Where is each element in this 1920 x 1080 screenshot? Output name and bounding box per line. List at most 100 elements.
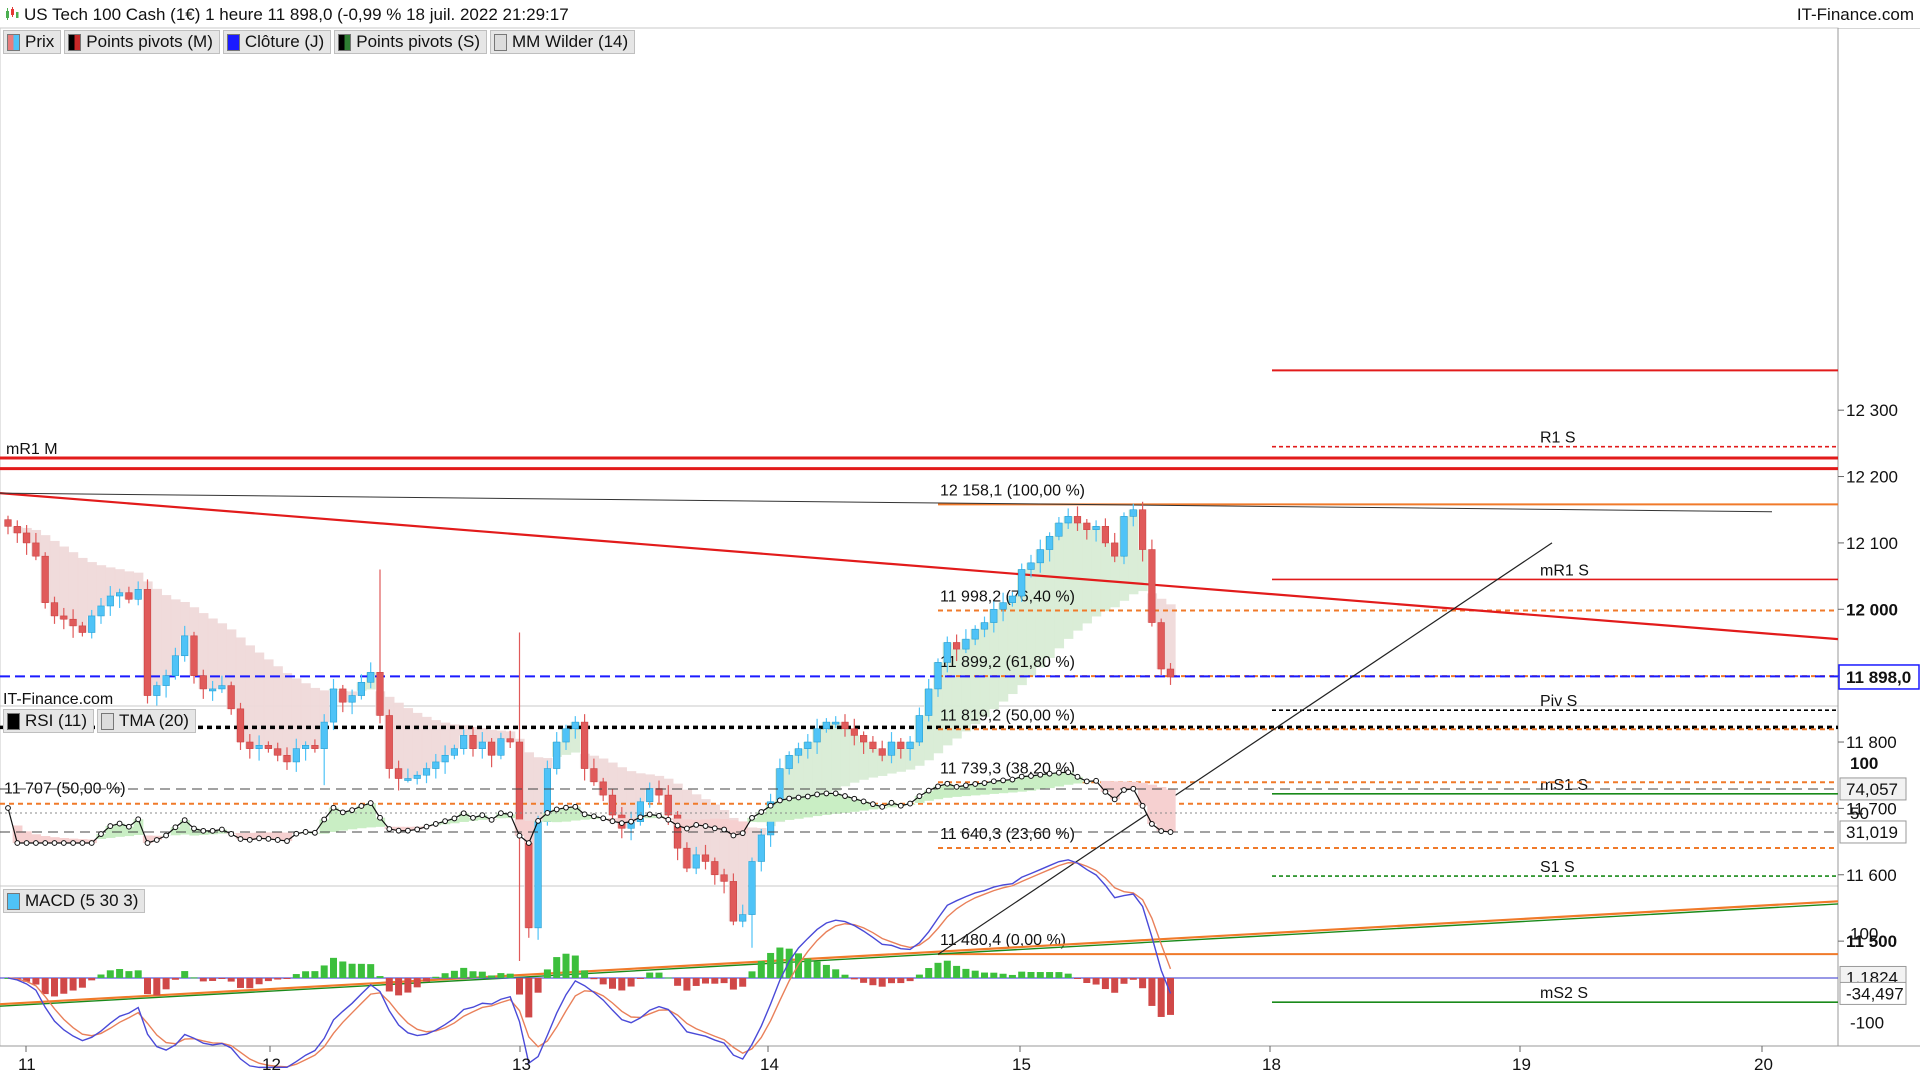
rsi-point — [591, 813, 597, 820]
macd-histogram-bar — [674, 978, 682, 986]
rsi-point — [1046, 770, 1053, 777]
rsi-point — [1121, 787, 1127, 793]
rsi-band-segment — [1007, 779, 1018, 793]
rsi-band-segment — [1026, 775, 1037, 791]
rsi-point — [386, 826, 393, 832]
candle-body — [60, 615, 68, 620]
macd-histogram-bar — [748, 971, 756, 978]
macd-histogram-bar — [1083, 978, 1091, 983]
time-tick-label: 19 — [1512, 1055, 1531, 1074]
ma-band-segment — [617, 767, 627, 829]
rsi-point — [758, 809, 765, 815]
rsi-point — [460, 810, 467, 817]
rsi-band-segment — [1035, 774, 1046, 790]
macd-histogram-bar — [125, 971, 133, 978]
macd-histogram-bar — [571, 955, 579, 978]
macd-histogram-bar — [888, 978, 895, 984]
rsi-point — [358, 803, 365, 809]
macd-histogram-bar — [246, 978, 254, 989]
candle-body — [562, 728, 570, 743]
price-legend-item-1[interactable]: Points pivots (M) — [64, 30, 220, 54]
rsi-band-segment — [672, 818, 683, 826]
level-label: mS2 S — [1540, 985, 1588, 1002]
rsi-point — [749, 814, 755, 821]
price-legend-item-2[interactable]: Clôture (J) — [222, 30, 332, 54]
rsi-point — [888, 799, 895, 806]
price-legend-item-4[interactable]: MM Wilder (14) — [490, 30, 636, 54]
candle-body — [227, 685, 235, 710]
legend-swatch-icon — [7, 712, 20, 730]
price-legend-item-0[interactable]: Prix — [3, 30, 62, 54]
rsi-band-segment — [1165, 789, 1176, 833]
rsi-point — [916, 793, 923, 800]
macd-histogram-bar — [97, 974, 105, 978]
macd-histogram-bar — [664, 977, 672, 979]
macd-histogram-bar — [144, 978, 151, 995]
rsi-point — [135, 816, 142, 823]
rsi-legend-item-0[interactable]: RSI (11) — [3, 709, 95, 733]
price-tick-label: 11 600 — [1846, 866, 1897, 885]
rsi-point — [312, 829, 318, 836]
rsi-band-segment — [961, 785, 972, 797]
macd-histogram-bar — [562, 953, 570, 978]
candle-body — [1018, 569, 1026, 597]
rsi-point — [507, 811, 514, 818]
macd-histogram-bar — [655, 972, 663, 978]
macd-histogram-bar — [497, 973, 505, 978]
macd-histogram-bar — [897, 978, 905, 984]
candle-body — [413, 774, 421, 779]
macd-histogram-bar — [404, 978, 412, 993]
rsi-point — [1093, 777, 1099, 784]
macd-histogram-bar — [441, 973, 449, 978]
legend-label: Clôture (J) — [244, 32, 325, 51]
candle-body — [887, 741, 896, 756]
ma-band-segment — [924, 688, 934, 761]
candle-body — [757, 834, 765, 862]
rsi-point — [1130, 785, 1137, 792]
ma-band-segment — [821, 722, 832, 797]
candle-body — [590, 768, 598, 783]
rsi-point — [42, 840, 49, 846]
candle-body — [329, 688, 338, 723]
legend-swatch-icon — [7, 892, 20, 910]
candle-body — [506, 738, 514, 743]
rsi-band-segment — [914, 796, 925, 803]
candle-body — [441, 754, 449, 763]
rsi-point — [191, 825, 197, 832]
candle-body — [450, 748, 459, 756]
legend-swatch-icon — [338, 33, 352, 51]
candle-body — [1064, 516, 1072, 524]
ma-band-segment — [87, 562, 97, 616]
rsi-band-segment — [858, 801, 869, 811]
rsi-point — [125, 823, 132, 830]
rsi-overbought-label: 74,057 — [1846, 780, 1898, 799]
macd-histogram-bar — [488, 975, 496, 978]
macd-histogram-bar — [199, 978, 207, 982]
rsi-legend-item-1[interactable]: TMA (20) — [97, 709, 196, 733]
macd-histogram-bar — [190, 977, 198, 979]
candle-body — [134, 589, 142, 600]
macd-legend-item-0[interactable]: MACD (5 30 3) — [3, 889, 146, 913]
macd-histogram-bar — [590, 978, 598, 980]
rsi-band-segment — [793, 797, 804, 819]
rsi-band-segment — [31, 834, 42, 843]
rsi-band-segment — [989, 781, 999, 794]
candle-body — [1092, 526, 1100, 530]
price-legend-item-3[interactable]: Points pivots (S) — [334, 30, 487, 54]
rsi-point — [628, 818, 634, 825]
candle-body — [980, 622, 989, 630]
rsi-band-segment — [319, 819, 330, 834]
rsi-band-segment — [803, 796, 813, 818]
candle-body — [125, 592, 133, 600]
ma-band-segment — [245, 645, 255, 749]
ma-band-segment — [1165, 604, 1176, 677]
macd-histogram-bar — [264, 978, 272, 982]
candle-body — [432, 761, 440, 769]
rsi-band-segment — [784, 798, 795, 820]
candle-body — [748, 861, 756, 915]
macd-histogram-bar — [999, 973, 1007, 978]
rsi-band-segment — [951, 786, 962, 797]
rsi-point — [935, 783, 941, 790]
rsi-band-segment — [366, 803, 376, 828]
